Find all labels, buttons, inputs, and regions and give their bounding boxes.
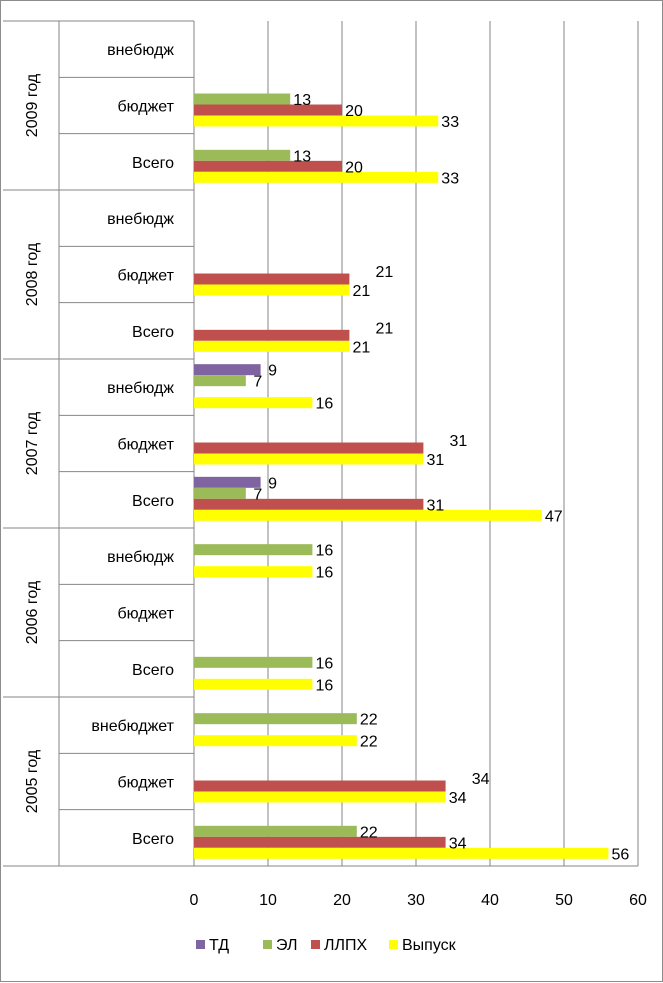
bar-ЭЛ [194, 544, 313, 556]
data-label: 22 [360, 734, 378, 751]
x-tick-label: 60 [629, 892, 647, 909]
data-label: 20 [345, 103, 363, 120]
bar-ЭЛ [194, 825, 357, 837]
bar-ЛЛПХ [194, 780, 446, 792]
bar-ЛЛПХ [194, 273, 350, 285]
year-label: 2009 год [24, 73, 41, 137]
bar-Выпуск [194, 340, 350, 352]
category-label: Всего [132, 155, 174, 172]
category-label: Всего [132, 831, 174, 848]
bar-ЛЛПХ [194, 104, 342, 116]
data-label: 31 [450, 433, 468, 450]
x-tick-label: 20 [333, 892, 351, 909]
data-label: 21 [353, 339, 371, 356]
legend-swatch [263, 940, 272, 949]
data-label: 16 [316, 677, 334, 694]
category-label: Всего [132, 493, 174, 510]
category-label: внебюджет [91, 718, 174, 735]
category-label: бюджет [117, 606, 174, 623]
x-tick-label: 40 [481, 892, 499, 909]
category-label: Всего [132, 324, 174, 341]
legend-swatch [389, 940, 398, 949]
year-label: 2008 год [24, 242, 41, 306]
data-label: 7 [253, 374, 262, 391]
category-label: внебюдж [107, 549, 174, 566]
data-label: 31 [427, 452, 445, 469]
bar-ЛЛПХ [194, 498, 424, 510]
data-label: 13 [293, 148, 311, 165]
bar-Выпуск [194, 115, 439, 127]
data-label: 31 [427, 497, 445, 514]
category-label: бюджет [117, 99, 174, 116]
bar-ЭЛ [194, 487, 246, 499]
year-label: 2007 год [24, 411, 41, 475]
bar-Выпуск [194, 509, 542, 521]
bar-ТД [194, 476, 261, 488]
data-label: 9 [268, 475, 277, 492]
data-label: 21 [376, 264, 394, 281]
data-label: 13 [293, 92, 311, 109]
data-label: 7 [253, 486, 262, 503]
category-label: внебюдж [107, 211, 174, 228]
data-label: 34 [449, 835, 467, 852]
legend-label: Выпуск [402, 937, 457, 954]
category-label: внебюдж [107, 42, 174, 59]
data-label: 16 [316, 655, 334, 672]
data-label: 9 [268, 363, 277, 380]
bar-Выпуск [194, 791, 446, 803]
data-label: 21 [376, 320, 394, 337]
legend-swatch [196, 940, 205, 949]
bar-Выпуск [194, 735, 357, 747]
data-label: 34 [472, 771, 490, 788]
year-label: 2006 год [24, 580, 41, 644]
bar-Выпуск [194, 566, 313, 578]
bar-ЛЛПХ [194, 836, 446, 848]
legend-label: ТД [209, 937, 229, 954]
data-label: 16 [316, 543, 334, 560]
bar-ЛЛПХ [194, 160, 342, 172]
data-label: 33 [441, 114, 459, 131]
bar-ЭЛ [194, 93, 291, 105]
data-label: 34 [449, 790, 467, 807]
category-label: бюджет [117, 268, 174, 285]
x-tick-label: 0 [190, 892, 199, 909]
bar-ЛЛПХ [194, 442, 424, 454]
category-label: бюджет [117, 437, 174, 454]
bar-ЛЛПХ [194, 329, 350, 341]
year-label: 2005 год [24, 749, 41, 813]
category-label: Всего [132, 662, 174, 679]
x-tick-label: 50 [555, 892, 573, 909]
bar-ЭЛ [194, 713, 357, 725]
bar-Выпуск [194, 284, 350, 296]
legend-swatch [311, 940, 320, 949]
data-label: 56 [612, 846, 630, 863]
legend-label: ЭЛ [276, 937, 297, 954]
bar-Выпуск [194, 397, 313, 409]
bar-ЭЛ [194, 149, 291, 161]
x-tick-label: 10 [259, 892, 277, 909]
bar-Выпуск [194, 847, 609, 859]
bar-ЭЛ [194, 375, 246, 387]
bar-Выпуск [194, 171, 439, 183]
bar-Выпуск [194, 453, 424, 465]
data-label: 22 [360, 824, 378, 841]
data-label: 20 [345, 159, 363, 176]
category-label: бюджет [117, 775, 174, 792]
data-label: 22 [360, 712, 378, 729]
legend-label: ЛЛПХ [324, 937, 368, 954]
data-label: 47 [545, 508, 563, 525]
bar-Выпуск [194, 678, 313, 690]
data-label: 33 [441, 170, 459, 187]
category-label: внебюдж [107, 380, 174, 397]
bar-ТД [194, 364, 261, 376]
data-label: 16 [316, 396, 334, 413]
data-label: 16 [316, 565, 334, 582]
bar-ЭЛ [194, 656, 313, 668]
data-label: 21 [353, 283, 371, 300]
x-tick-label: 30 [407, 892, 425, 909]
